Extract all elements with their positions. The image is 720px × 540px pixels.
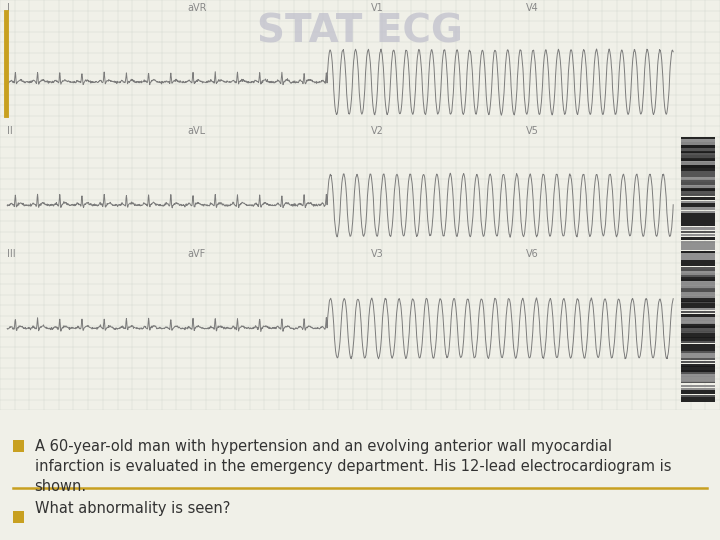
Bar — [681, 156, 715, 161]
Text: aVL: aVL — [187, 126, 205, 136]
Bar — [681, 179, 715, 185]
Bar — [681, 286, 715, 292]
Text: V6: V6 — [526, 249, 539, 259]
Bar — [681, 197, 715, 200]
Text: V1: V1 — [371, 3, 384, 13]
Bar — [681, 201, 715, 203]
Text: III: III — [7, 249, 16, 259]
Bar — [681, 269, 715, 275]
Bar — [681, 145, 715, 151]
Bar — [681, 317, 715, 321]
Bar — [681, 277, 715, 281]
Bar — [681, 301, 715, 303]
Bar — [681, 289, 715, 295]
Bar — [681, 241, 715, 243]
Bar — [681, 384, 715, 387]
Bar — [681, 351, 715, 353]
Bar — [681, 273, 715, 277]
Text: II: II — [7, 126, 13, 136]
Bar — [681, 395, 715, 397]
Bar — [681, 227, 715, 230]
Bar — [681, 401, 715, 403]
Bar — [681, 363, 715, 367]
Bar — [681, 182, 715, 188]
Bar — [681, 220, 715, 224]
Bar — [681, 231, 715, 233]
Bar — [681, 358, 715, 360]
Bar — [681, 376, 715, 382]
Text: V3: V3 — [371, 249, 384, 259]
Bar — [681, 293, 715, 298]
Bar — [681, 252, 715, 258]
Bar — [681, 282, 715, 288]
Bar — [681, 234, 715, 237]
Bar — [681, 247, 715, 249]
Bar — [681, 211, 715, 213]
Bar — [681, 333, 715, 339]
Bar — [681, 207, 715, 211]
Bar — [681, 186, 715, 191]
Bar — [681, 213, 715, 217]
Bar — [681, 374, 715, 377]
Bar — [681, 137, 715, 139]
Bar — [681, 217, 715, 220]
Text: V4: V4 — [526, 3, 539, 13]
Bar — [681, 361, 715, 363]
Bar — [681, 142, 715, 148]
Bar — [13, 440, 24, 452]
Bar — [681, 302, 715, 308]
Text: V5: V5 — [526, 126, 539, 136]
Bar — [681, 337, 715, 341]
Bar — [681, 152, 715, 158]
Bar — [681, 314, 715, 318]
Bar — [681, 370, 715, 374]
Text: I: I — [7, 3, 10, 13]
Bar — [681, 296, 715, 302]
Bar — [681, 171, 715, 173]
Bar — [681, 173, 715, 177]
Bar — [681, 139, 715, 145]
Bar — [681, 347, 715, 350]
Bar — [681, 189, 715, 195]
Bar — [681, 345, 715, 347]
Bar — [681, 353, 715, 359]
Text: What abnormality is seen?: What abnormality is seen? — [35, 501, 230, 516]
Bar — [681, 388, 715, 390]
Bar — [681, 258, 715, 260]
Bar — [681, 162, 715, 168]
Bar — [681, 320, 715, 324]
Text: aVR: aVR — [187, 3, 207, 13]
Bar — [681, 203, 715, 207]
Bar — [681, 341, 715, 343]
Text: V2: V2 — [371, 126, 384, 136]
Bar — [681, 242, 715, 248]
Bar — [681, 331, 715, 333]
Bar — [681, 224, 715, 226]
Bar — [681, 260, 715, 264]
Text: aVF: aVF — [187, 249, 205, 259]
Bar — [681, 264, 715, 266]
Bar — [681, 322, 715, 328]
Text: STAT ECG: STAT ECG — [257, 12, 463, 50]
Bar — [681, 308, 715, 310]
Bar — [681, 251, 715, 253]
Bar — [681, 390, 715, 394]
Bar — [681, 381, 715, 383]
Text: A 60-year-old man with hypertension and an evolving anterior wall myocardial
inf: A 60-year-old man with hypertension and … — [35, 439, 671, 494]
Bar — [681, 151, 715, 153]
Bar — [681, 279, 715, 285]
Bar — [681, 237, 715, 240]
Bar — [681, 159, 715, 165]
Bar — [13, 511, 24, 523]
Bar — [681, 366, 715, 372]
Bar — [681, 326, 715, 332]
Bar — [681, 165, 715, 171]
Bar — [681, 267, 715, 271]
Bar — [681, 177, 715, 180]
Bar — [681, 397, 715, 401]
Bar — [681, 194, 715, 196]
Bar — [681, 311, 715, 313]
